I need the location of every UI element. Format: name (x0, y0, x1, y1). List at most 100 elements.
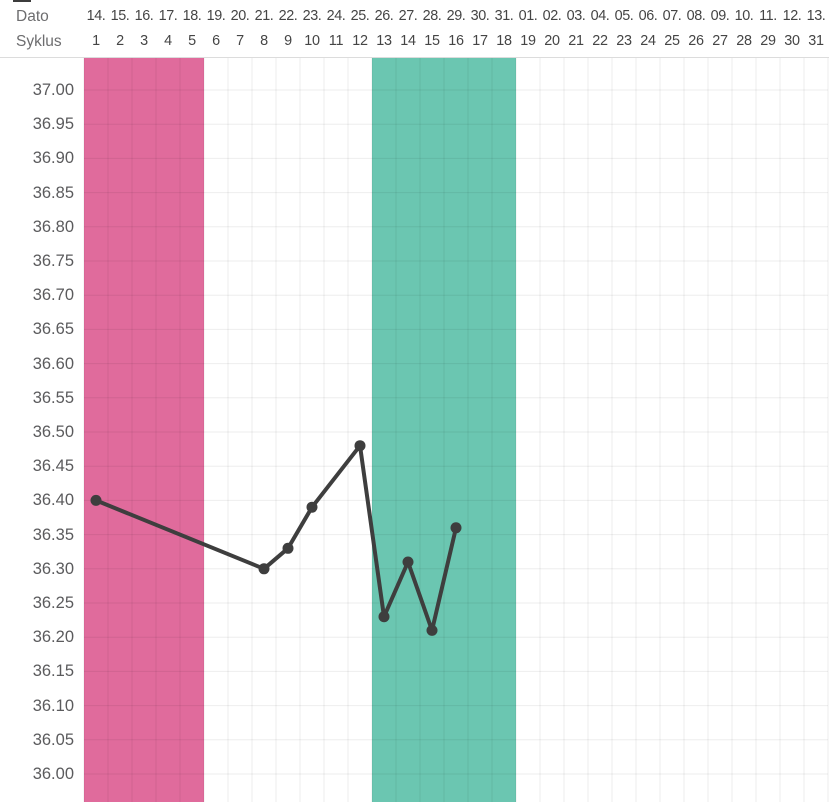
date-label: 22. (278, 8, 298, 24)
date-label: 17. (158, 8, 178, 24)
date-label: 01. (518, 8, 538, 24)
cycle-day-label: 15 (424, 33, 440, 49)
temperature-point[interactable] (258, 563, 270, 575)
date-label: 26. (374, 8, 394, 24)
date-label: 31. (494, 8, 514, 24)
y-axis-label: 36.65 (32, 320, 74, 339)
cycle-day-label: 2 (116, 33, 124, 49)
date-label: 05. (614, 8, 634, 24)
date-label: 30. (470, 8, 490, 24)
date-label: 10. (734, 8, 754, 24)
y-axis-label: 36.15 (32, 662, 74, 681)
y-axis-label: 36.35 (32, 525, 74, 544)
cycle-day-label: 20 (544, 33, 560, 49)
date-label: 08. (686, 8, 706, 24)
date-label: 14. (86, 8, 106, 24)
date-label: 21. (254, 8, 274, 24)
cycle-day-label: 28 (736, 33, 752, 49)
date-label: 25. (350, 8, 370, 24)
temperature-point[interactable] (282, 542, 294, 554)
cycle-day-label: 16 (448, 33, 464, 49)
date-label: 18. (182, 8, 202, 24)
date-label: 29. (446, 8, 466, 24)
y-axis-label: 36.40 (32, 491, 74, 510)
fertile-window-band (372, 58, 516, 802)
cycle-day-label: 3 (140, 33, 148, 49)
y-axis-label: 36.50 (32, 423, 74, 441)
cycle-day-label: 23 (616, 33, 632, 49)
cycle-day-label: 4 (164, 33, 172, 49)
date-label: 20. (230, 8, 250, 24)
date-label: 23. (302, 8, 322, 24)
date-label: 28. (422, 8, 442, 24)
cycle-day-label: 11 (328, 33, 344, 49)
temperature-point[interactable] (306, 501, 318, 513)
y-axis-label: 36.00 (32, 765, 74, 783)
cycle-day-label: 13 (376, 33, 392, 49)
cycle-day-label: 30 (784, 33, 800, 49)
date-label: 24. (326, 8, 346, 24)
header-divider (0, 57, 829, 58)
y-axis-label: 36.75 (32, 252, 74, 270)
cycle-day-label: 31 (808, 33, 824, 49)
cycle-day-label: 29 (760, 33, 776, 49)
y-axis-label: 36.30 (32, 559, 74, 578)
cycle-day-label: 18 (496, 33, 512, 49)
temperature-point[interactable] (354, 440, 366, 452)
y-axis-label: 36.95 (32, 115, 74, 134)
top-edge-artifact (13, 0, 31, 2)
date-label: 09. (710, 8, 730, 24)
date-label: 19. (206, 8, 226, 24)
date-label: 02. (542, 8, 562, 24)
y-axis-label: 36.60 (32, 354, 74, 373)
date-label: 27. (398, 8, 418, 24)
date-label: 04. (590, 8, 610, 24)
cycle-day-label: 27 (712, 33, 728, 49)
y-axis-label: 36.70 (32, 286, 74, 305)
temperature-point[interactable] (378, 611, 390, 623)
date-label: 13. (806, 8, 826, 24)
y-axis-label: 36.20 (32, 628, 74, 647)
cycle-row-title: Syklus (16, 33, 62, 50)
cycle-day-label: 6 (212, 33, 220, 49)
cycle-day-label: 19 (520, 33, 536, 49)
temperature-chart[interactable] (0, 58, 829, 802)
cycle-day-label: 22 (592, 33, 608, 49)
date-row-title: Dato (16, 8, 49, 25)
cycle-day-label: 25 (664, 33, 680, 49)
cycle-day-label: 1 (92, 33, 100, 49)
cycle-day-label: 10 (304, 33, 320, 49)
cycle-day-label: 21 (568, 33, 584, 49)
cycle-day-label: 12 (352, 33, 368, 49)
date-label: 03. (566, 8, 586, 24)
temperature-point[interactable] (450, 522, 462, 534)
menstruation-band (84, 58, 204, 802)
cycle-day-label: 17 (472, 33, 488, 49)
y-axis-label: 36.80 (32, 217, 74, 236)
y-axis-label: 36.05 (32, 730, 74, 749)
date-label: 11. (759, 8, 777, 24)
temperature-point[interactable] (90, 494, 102, 506)
date-label: 15. (110, 8, 130, 24)
y-axis-label: 36.25 (32, 594, 74, 612)
date-label: 12. (782, 8, 802, 24)
cycle-day-label: 9 (284, 33, 292, 49)
date-label: 16. (134, 8, 154, 24)
y-axis-label: 36.45 (32, 457, 74, 476)
cycle-day-label: 8 (260, 33, 268, 49)
date-label: 06. (638, 8, 658, 24)
cycle-day-label: 7 (236, 33, 244, 49)
temperature-point[interactable] (426, 624, 438, 636)
y-axis-label: 36.90 (32, 149, 74, 168)
y-axis-label: 36.10 (32, 696, 74, 715)
cycle-day-label: 26 (688, 33, 704, 49)
y-axis-label: 36.85 (32, 183, 74, 202)
cycle-day-label: 14 (400, 33, 416, 49)
cycle-day-label: 5 (188, 33, 196, 49)
temperature-point[interactable] (402, 556, 414, 568)
y-axis-label: 36.55 (32, 388, 74, 407)
cycle-day-label: 24 (640, 33, 656, 49)
date-label: 07. (662, 8, 682, 24)
y-axis-label: 37.00 (32, 81, 74, 99)
